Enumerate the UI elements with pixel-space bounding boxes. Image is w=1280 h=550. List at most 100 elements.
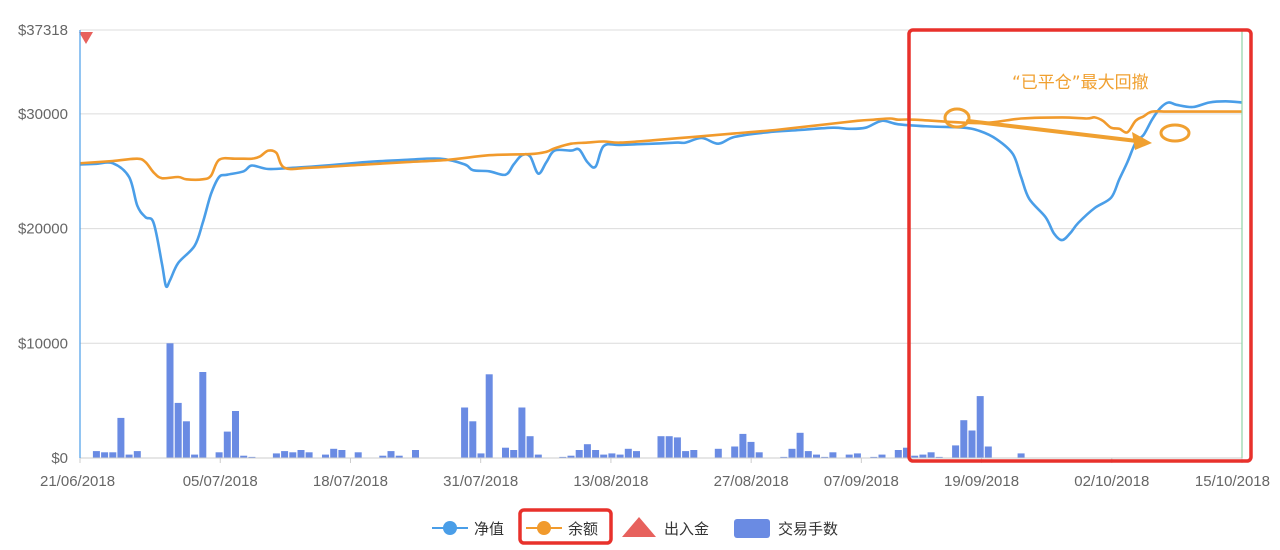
legend[interactable]: 净值 余额 出入金 交易手数 [432,517,838,538]
volume-bar [117,417,125,458]
net-value-line [79,100,1243,289]
volume-bar [281,451,289,458]
volume-bar [927,452,935,458]
volume-bar [322,454,329,458]
volume-bar [510,450,518,458]
volume-bar [191,454,199,458]
volume-bar [469,421,477,458]
volume-bar [870,456,878,458]
volume-bar [174,402,182,458]
volume-bar [878,454,886,458]
trough-marker [1159,123,1191,143]
volume-bar [182,421,190,458]
volume-bar [575,450,583,458]
volume-bar [297,450,305,458]
legend-label: 净值 [474,520,504,538]
x-tick-label: 18/07/2018 [313,473,388,490]
volume-bar [690,450,698,458]
legend-bar-icon [734,519,770,538]
volume-bar [747,441,755,458]
legend-label: 出入金 [664,520,709,538]
volume-bar [633,451,640,458]
legend-dot-icon [537,521,551,535]
legend-label: 余额 [568,520,598,538]
volume-bar [673,437,681,458]
volume-bar [166,343,174,458]
volume-bar [788,448,796,458]
y-tick-label: $30000 [18,106,68,123]
x-tick-label: 07/09/2018 [824,473,899,490]
volume-bar [903,447,910,458]
volume-bar [92,451,100,458]
volume-bar [853,453,861,458]
volume-bar [215,452,223,458]
volume-bar [526,436,534,458]
volume-bar [289,452,297,458]
volume-bar [330,448,338,458]
volume-bar [240,455,248,458]
volume-bar [984,446,992,458]
volume-bar [101,452,109,458]
legend-deposit[interactable]: 出入金 [622,517,709,538]
y-tick-label: $37318 [18,22,68,39]
volume-bar [133,451,141,458]
annotations: “已平仓”最大回撤 [518,28,1253,545]
volume-bar [387,451,395,458]
volume-bar [600,454,608,458]
volume-bar [682,451,690,458]
deposit-marker [79,32,93,44]
volume-bar [461,407,469,458]
x-tick-label: 13/08/2018 [573,473,648,490]
volume-bar [559,456,567,458]
legend-net-value[interactable]: 净值 [432,520,504,538]
arrow-head-icon [1132,132,1152,150]
volume-bar [796,432,804,458]
drawdown-arrow [966,119,1139,143]
volume-bar [665,436,673,458]
legend-triangle-icon [622,517,656,537]
volume-bar [911,455,919,458]
volume-bar [125,454,133,458]
volume-bar [485,374,493,458]
x-tick-label: 31/07/2018 [443,473,518,490]
y-tick-label: $20000 [18,221,68,238]
legend-label: 交易手数 [778,520,838,538]
volume-bar [1017,453,1025,458]
volume-bar [477,453,485,458]
volume-bar [813,454,820,458]
volume-bar [755,452,763,458]
volume-bar [821,456,829,458]
x-tick-label: 05/07/2018 [183,473,258,490]
trade-volume-bars [92,343,1025,458]
volume-bar [379,455,387,458]
grid-lines [80,29,1242,459]
x-tick-label: 27/08/2018 [714,473,789,490]
volume-bar [894,450,902,458]
volume-bar [518,407,526,458]
legend-balance[interactable]: 余额 [526,520,598,538]
volume-bar [952,445,960,458]
volume-bar [338,450,346,458]
volume-bar [109,452,117,458]
volume-bar [272,453,280,458]
volume-bar [845,454,853,458]
series-lines [79,32,1243,289]
drawdown-annotation: “已平仓”最大回撤 [1012,73,1149,93]
volume-bar [968,430,976,458]
volume-bar [305,452,313,458]
volume-bar [976,396,984,458]
y-tick-label: $10000 [18,335,68,352]
balance-line [79,109,1242,181]
volume-bar [412,450,419,458]
volume-bar [608,453,616,458]
legend-trade-lots[interactable]: 交易手数 [734,519,838,538]
volume-bar [567,455,575,458]
volume-bar [919,454,927,458]
y-tick-label: $0 [51,450,68,467]
volume-bar [657,436,665,458]
volume-bar [223,431,231,458]
volume-bar [248,456,256,458]
volume-bar [714,448,722,458]
volume-bar [731,446,739,458]
